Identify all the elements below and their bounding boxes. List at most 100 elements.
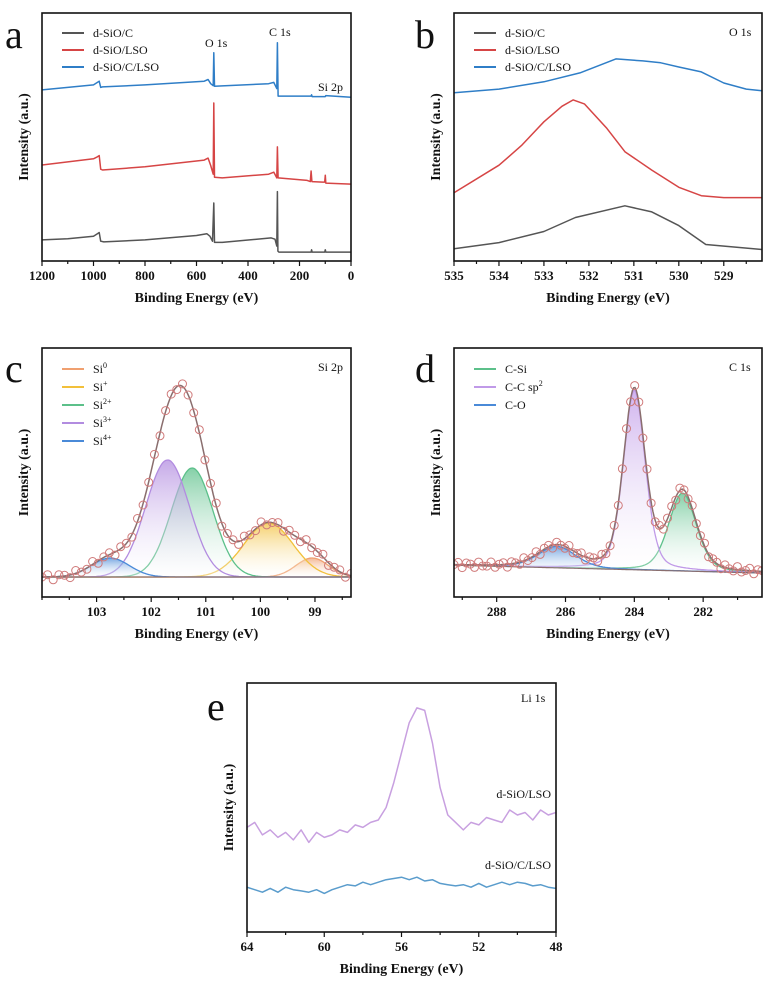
data-point bbox=[60, 570, 69, 580]
data-point bbox=[284, 525, 294, 535]
x-tick-label: 1000 bbox=[81, 268, 107, 283]
peak-annotation: O 1s bbox=[729, 25, 752, 39]
y-axis-label: Intensity (a.u.) bbox=[222, 763, 237, 851]
data-point bbox=[267, 518, 277, 527]
x-tick-label: 400 bbox=[238, 268, 258, 283]
data-point bbox=[658, 524, 668, 534]
data-point bbox=[138, 500, 148, 510]
data-point bbox=[178, 379, 187, 389]
x-tick-label: 0 bbox=[348, 268, 355, 283]
legend-label-superscript: 3+ bbox=[103, 415, 112, 424]
data-point bbox=[329, 562, 339, 572]
data-point bbox=[704, 552, 714, 562]
data-point bbox=[256, 517, 266, 527]
legend-label: Si3+ bbox=[93, 415, 112, 430]
x-tick-label: 800 bbox=[135, 268, 155, 283]
series-line-d-sio-lso bbox=[247, 707, 556, 844]
y-axis-label: Intensity (a.u.) bbox=[17, 428, 32, 516]
plot-area bbox=[42, 42, 351, 253]
data-point bbox=[144, 477, 154, 487]
component-fill-c-si bbox=[454, 493, 762, 573]
x-tick-label: 102 bbox=[141, 604, 161, 619]
x-tick-label: 533 bbox=[534, 268, 554, 283]
data-point bbox=[601, 549, 611, 559]
legend-label: d-SiO/C bbox=[505, 26, 545, 40]
series-line-d-sio-c-lso bbox=[42, 42, 351, 99]
plot-frame bbox=[246, 682, 557, 933]
legend-label: C-O bbox=[505, 398, 526, 412]
panel-a: a 1200 1000 800 600 400 200 0 Binding Energy (eV… bbox=[5, 12, 354, 306]
plot-frame bbox=[41, 347, 352, 598]
data-point bbox=[211, 498, 221, 508]
plot-frame bbox=[453, 12, 763, 262]
y-axis-label: Intensity (a.u.) bbox=[429, 93, 444, 181]
plot-frame bbox=[453, 347, 763, 598]
legend-label-base: Si bbox=[93, 398, 104, 412]
data-point bbox=[494, 559, 504, 569]
data-point bbox=[312, 548, 322, 557]
panel-letter: b bbox=[415, 12, 435, 57]
data-point bbox=[222, 529, 232, 538]
x-tick-label: 286 bbox=[556, 604, 576, 619]
data-point bbox=[724, 564, 734, 574]
data-point bbox=[245, 530, 255, 540]
data-point bbox=[301, 535, 311, 545]
plot-area bbox=[42, 379, 351, 585]
data-point bbox=[548, 543, 558, 553]
data-point bbox=[279, 526, 289, 536]
data-point bbox=[48, 575, 58, 585]
legend-label: Si4+ bbox=[93, 433, 112, 448]
data-point bbox=[335, 565, 345, 575]
x-tick-label: 1200 bbox=[29, 268, 55, 283]
panel-letter: d bbox=[415, 346, 435, 391]
data-point bbox=[234, 539, 244, 549]
x-tick-label: 532 bbox=[579, 268, 599, 283]
data-point bbox=[638, 433, 648, 443]
x-tick-label: 529 bbox=[714, 268, 734, 283]
data-point bbox=[71, 566, 81, 575]
data-point bbox=[630, 381, 640, 391]
data-point bbox=[121, 538, 131, 548]
series-line-d-sio-lso bbox=[454, 99, 762, 199]
data-point bbox=[324, 560, 333, 570]
data-point bbox=[346, 569, 351, 578]
legend-label: C-C sp2 bbox=[505, 379, 543, 394]
data-point bbox=[88, 557, 98, 566]
data-point bbox=[42, 572, 47, 582]
panel-e: e 64 60 56 52 48 Binding Energy (eV) Intensity … bbox=[207, 682, 563, 977]
legend-label-base: Si bbox=[93, 362, 104, 376]
data-point bbox=[609, 520, 619, 530]
x-tick-label: 535 bbox=[444, 268, 464, 283]
legend-label: d-SiO/LSO bbox=[93, 43, 148, 57]
data-point bbox=[585, 552, 594, 562]
x-tick-label: 534 bbox=[489, 268, 509, 283]
x-tick-label: 282 bbox=[693, 604, 713, 619]
data-point bbox=[527, 553, 537, 563]
x-axis-label: Binding Energy (eV) bbox=[546, 627, 670, 642]
data-point bbox=[646, 498, 656, 508]
fit-envelope bbox=[454, 386, 762, 573]
data-point bbox=[295, 537, 305, 547]
x-axis-label: Binding Energy (eV) bbox=[135, 627, 259, 642]
plot-area bbox=[247, 707, 556, 895]
panel-d: d 288 286 284 282 Binding Energy (eV) Intensit… bbox=[415, 346, 763, 642]
legend-label-base: C-Si bbox=[505, 362, 528, 376]
data-point bbox=[290, 530, 300, 540]
data-point bbox=[478, 561, 488, 571]
x-tick-label: 60 bbox=[318, 939, 331, 954]
data-point bbox=[511, 558, 521, 568]
legend-label: d-SiO/LSO bbox=[505, 43, 560, 57]
data-point bbox=[700, 538, 709, 548]
panel-b: b 535 534 533 532 531 530 529 Binding Energy (eV… bbox=[415, 12, 763, 306]
x-axis-label: Binding Energy (eV) bbox=[546, 291, 670, 306]
x-tick-label: 284 bbox=[625, 604, 645, 619]
y-axis-label: Intensity (a.u.) bbox=[17, 93, 32, 181]
x-tick-label: 530 bbox=[669, 268, 689, 283]
legend-label-base: Si bbox=[93, 380, 104, 394]
x-tick-label: 52 bbox=[472, 939, 485, 954]
legend-label-superscript: 0 bbox=[103, 361, 107, 370]
data-point bbox=[712, 557, 722, 567]
peak-annotation: Si 2p bbox=[318, 360, 343, 374]
data-point bbox=[318, 549, 328, 559]
